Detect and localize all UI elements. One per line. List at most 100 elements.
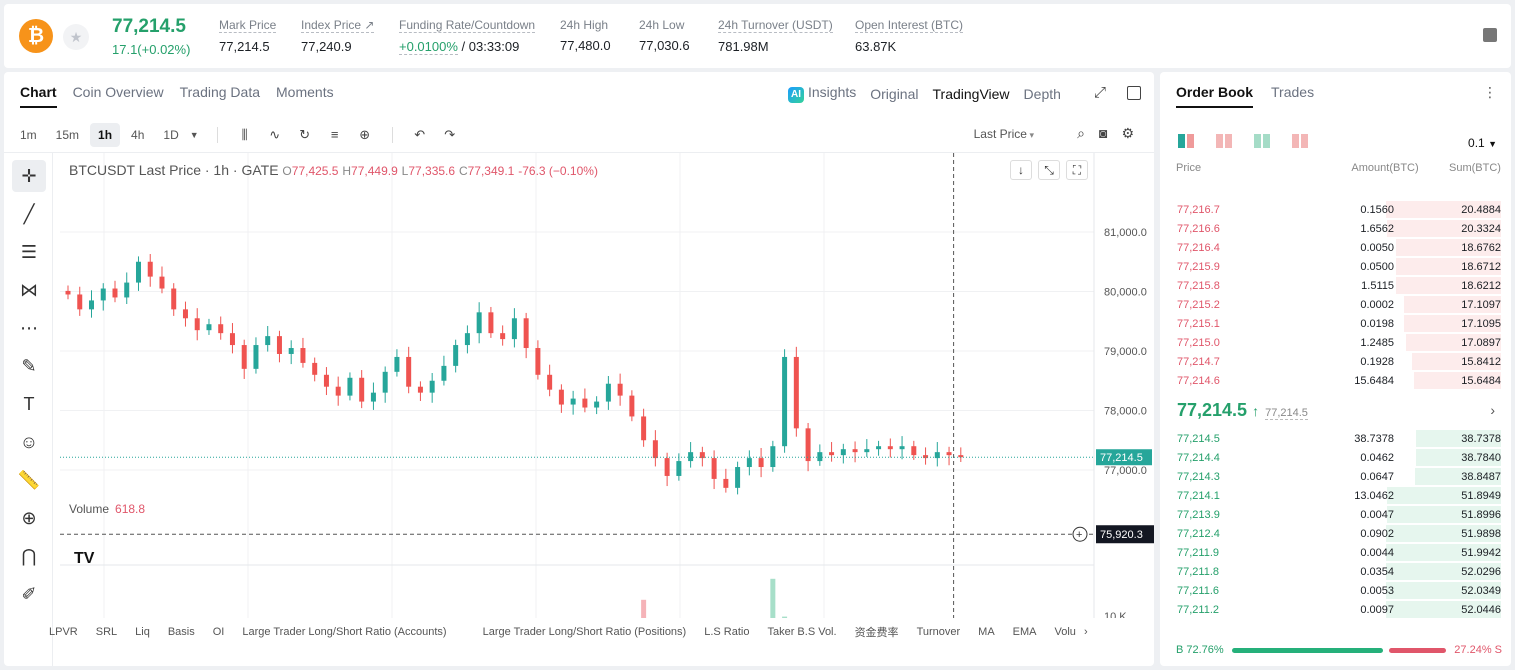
bid-row[interactable]: 77,214.5 38.7378 38.7378 xyxy=(1160,429,1511,448)
ask-row[interactable]: 77,216.7 0.1560 20.4884 xyxy=(1160,200,1511,219)
candle-body xyxy=(464,333,470,346)
ask-row[interactable]: 77,215.2 0.0002 17.1097 xyxy=(1160,295,1511,314)
indicator-lpvr[interactable]: LPVR xyxy=(49,626,78,638)
favorite-star-icon[interactable]: ★ xyxy=(63,24,89,50)
fib-tool-icon[interactable]: ☰ xyxy=(20,241,38,262)
chevron-right-icon[interactable]: › xyxy=(1083,626,1088,638)
window-icon[interactable] xyxy=(1127,86,1141,100)
tradingview-logo-icon[interactable]: TV xyxy=(74,550,95,567)
indicator-ma[interactable]: MA xyxy=(978,626,995,638)
ask-row[interactable]: 77,215.1 0.0198 17.1095 xyxy=(1160,314,1511,333)
ask-row[interactable]: 77,215.9 0.0500 18.6712 xyxy=(1160,257,1511,276)
ask-depth-bar xyxy=(1413,372,1501,389)
tab-trades[interactable]: Trades xyxy=(1271,84,1315,100)
ask-row[interactable]: 77,214.7 0.1928 15.8412 xyxy=(1160,352,1511,371)
collapse-icon[interactable]: ⤡ xyxy=(1038,160,1060,180)
zoom-tool-icon[interactable]: ⊕ xyxy=(21,507,37,528)
indicator-ls-ratio[interactable]: L.S Ratio xyxy=(704,626,750,638)
fullscreen-icon[interactable]: ⛶ xyxy=(1066,160,1088,180)
price-type-select[interactable]: Last Price xyxy=(974,127,1034,141)
indicator-turnover[interactable]: Turnover xyxy=(916,626,961,638)
indicator-basis[interactable]: Basis xyxy=(167,626,195,638)
bid-row[interactable]: 77,211.9 0.0044 51.9942 xyxy=(1160,543,1511,562)
magnet-tool-icon[interactable]: ⋂ xyxy=(21,545,37,566)
bid-row[interactable]: 77,213.9 0.0047 51.8996 xyxy=(1160,505,1511,524)
interval-1m[interactable]: 1m xyxy=(20,128,37,142)
book-icon[interactable] xyxy=(1483,28,1497,42)
stat-label: 24h Turnover (USDT) xyxy=(718,18,833,33)
scroll-down-icon[interactable]: ↓ xyxy=(1010,160,1032,180)
bid-row[interactable]: 77,214.3 0.0647 38.8487 xyxy=(1160,467,1511,486)
interval-1h[interactable]: 1h xyxy=(90,123,121,147)
bid-row[interactable]: 77,214.4 0.0462 38.7840 xyxy=(1160,448,1511,467)
legend-high-label: H xyxy=(342,164,352,178)
bid-row[interactable]: 77,211.2 0.0097 52.0446 xyxy=(1160,600,1511,619)
prediction-tool-icon[interactable]: ⋯ xyxy=(20,317,38,338)
bid-row[interactable]: 77,211.6 0.0053 52.0349 xyxy=(1160,581,1511,600)
ask-row[interactable]: 77,215.8 1.5115 18.6212 xyxy=(1160,276,1511,295)
more-options-icon[interactable]: ⋮ xyxy=(1483,84,1497,100)
ask-row[interactable]: 77,214.6 15.6484 15.6484 xyxy=(1160,371,1511,390)
lock-tool-icon[interactable]: ✐ xyxy=(21,583,37,604)
indicator-srl[interactable]: SRL xyxy=(95,626,118,638)
drawing-sidebar-divider xyxy=(52,153,53,666)
brush-tool-icon[interactable]: ✎ xyxy=(21,355,37,376)
emoji-tool-icon[interactable]: ☺ xyxy=(19,431,39,452)
bid-row[interactable]: 77,214.1 13.0462 51.8949 xyxy=(1160,486,1511,505)
expand-icon[interactable]: ⤢ xyxy=(1094,84,1107,101)
view-asks-icon[interactable] xyxy=(1216,134,1232,148)
candle-type-icon[interactable]: ⫼ xyxy=(241,127,248,142)
ask-row[interactable]: 77,216.4 0.0050 18.6762 xyxy=(1160,238,1511,257)
indicator-taker-vol[interactable]: Taker B.S Vol. xyxy=(767,626,837,638)
replay-icon[interactable]: ↻ xyxy=(299,127,311,142)
view-both-icon[interactable] xyxy=(1178,134,1194,148)
settings-gear-icon[interactable]: ⚙ xyxy=(1121,125,1134,141)
indicator-ema[interactable]: EMA xyxy=(1012,626,1037,638)
trendline-tool-icon[interactable]: ╱ xyxy=(23,203,35,224)
crosshair-tool-icon[interactable]: ✛ xyxy=(12,160,46,192)
camera-icon[interactable]: ◙ xyxy=(1098,125,1108,141)
view-bids-icon[interactable] xyxy=(1254,134,1270,148)
bid-row[interactable]: 77,211.8 0.0354 52.0296 xyxy=(1160,562,1511,581)
indicator-oi[interactable]: OI xyxy=(212,626,225,638)
indicator-lt-ls-positions[interactable]: Large Trader Long/Short Ratio (Positions… xyxy=(482,626,687,638)
bid-row[interactable]: 77,212.4 0.0902 51.9898 xyxy=(1160,524,1511,543)
candle-body xyxy=(817,452,823,462)
interval-1d[interactable]: 1D xyxy=(163,128,179,142)
tab-depth[interactable]: Depth xyxy=(1023,85,1061,102)
tab-insights[interactable]: AI Insights xyxy=(788,84,856,103)
mid-price[interactable]: 77,214.5 ↑ 77,214.5 xyxy=(1177,400,1308,421)
tab-trading-data[interactable]: Trading Data xyxy=(179,84,261,100)
ruler-tool-icon[interactable]: 📏 xyxy=(17,469,41,490)
candle-body xyxy=(194,318,200,331)
add-alert-icon[interactable]: ⊕ xyxy=(359,127,371,142)
tab-coin-overview[interactable]: Coin Overview xyxy=(72,84,164,100)
indicators-icon[interactable]: ∿ xyxy=(269,127,281,142)
ask-row[interactable]: 77,216.6 1.6562 20.3324 xyxy=(1160,219,1511,238)
ask-row[interactable]: 77,215.0 1.2485 17.0897 xyxy=(1160,333,1511,352)
text-tool-icon[interactable]: T xyxy=(23,393,35,414)
tick-size-select[interactable]: 0.1 ▼ xyxy=(1468,136,1497,150)
tab-moments[interactable]: Moments xyxy=(276,84,334,100)
tab-tradingview[interactable]: TradingView xyxy=(932,85,1010,102)
stat-index-price[interactable]: Index Price ↗ 77,240.9 xyxy=(301,18,375,54)
tab-original[interactable]: Original xyxy=(870,85,919,102)
interval-4h[interactable]: 4h xyxy=(131,128,145,142)
indicator-liq[interactable]: Liq xyxy=(135,626,150,638)
undo-icon[interactable]: ↶ xyxy=(414,127,426,142)
interval-dropdown-icon[interactable]: ▼ xyxy=(189,130,199,140)
candlestick-chart[interactable]: 81,000.0 80,000.0 79,000.0 78,000.0 77,000.0… xyxy=(60,153,1154,618)
indicator-volume[interactable]: Volu xyxy=(1054,626,1076,638)
pattern-tool-icon[interactable]: ⋈ xyxy=(20,279,38,300)
view-grouped-icon[interactable] xyxy=(1292,134,1308,148)
indicator-lt-ls-accounts[interactable]: Large Trader Long/Short Ratio (Accounts) xyxy=(242,626,447,638)
search-icon[interactable]: ⌕ xyxy=(1077,125,1085,141)
chevron-right-icon[interactable]: › xyxy=(1490,402,1495,418)
templates-icon[interactable]: ≡ xyxy=(330,127,339,142)
tab-chart[interactable]: Chart xyxy=(20,84,57,108)
asks-list: 77,216.7 0.1560 20.4884 77,216.6 1.6562 20.33… xyxy=(1160,200,1511,390)
indicator-funding-rate[interactable]: 资金费率 xyxy=(854,627,899,639)
interval-15m[interactable]: 15m xyxy=(55,128,80,142)
redo-icon[interactable]: ↷ xyxy=(444,127,456,142)
tab-order-book[interactable]: Order Book xyxy=(1176,84,1253,108)
